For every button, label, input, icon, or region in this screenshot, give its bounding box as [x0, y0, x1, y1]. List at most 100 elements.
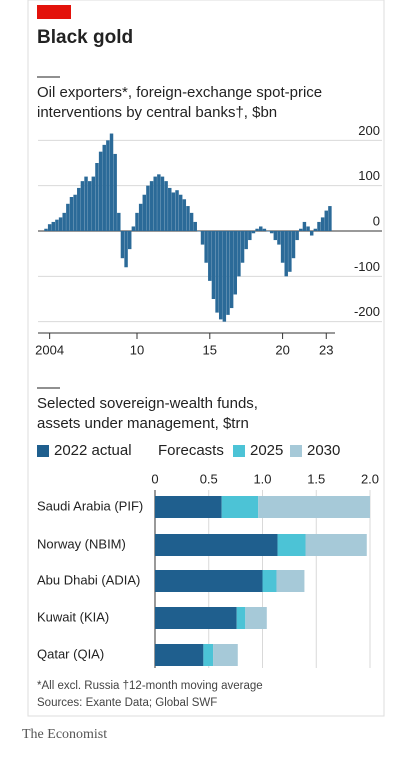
x-tick-label: 2.0: [361, 471, 379, 486]
bar: [266, 231, 270, 232]
bar: [98, 151, 103, 231]
bar: [229, 231, 234, 309]
x-tick-label: 1.5: [307, 471, 325, 486]
bar-segment: [305, 534, 367, 556]
x-tick-label: 0.5: [200, 471, 218, 486]
bar-segment: [258, 496, 370, 518]
y-tick-label: -200: [354, 304, 380, 319]
chart-title: assets under management, $trn: [37, 415, 249, 432]
category-label: Abu Dhabi (ADIA): [37, 572, 140, 587]
bar: [189, 212, 194, 231]
bar: [120, 231, 125, 259]
bar: [218, 231, 223, 320]
bar: [66, 203, 70, 231]
frame: [27, 0, 385, 717]
bar: [117, 212, 121, 231]
bar: [69, 197, 74, 231]
sources: Sources: Exante Data; Global SWF: [37, 697, 217, 709]
chart-title: Selected sovereign-wealth funds,: [37, 395, 258, 412]
bar: [95, 163, 99, 231]
bar: [138, 203, 143, 231]
bar: [146, 185, 150, 231]
bar: [44, 228, 48, 231]
y-tick-label: 100: [358, 168, 380, 183]
bar-segment: [221, 496, 259, 518]
bar: [149, 181, 154, 231]
bar: [313, 228, 318, 231]
bar: [237, 231, 241, 277]
y-tick-label: 200: [358, 123, 380, 138]
bar: [91, 176, 96, 231]
bar: [102, 144, 106, 231]
bar: [215, 231, 219, 313]
red-tab: [37, 5, 71, 19]
legend-swatch: [290, 445, 302, 457]
legend-swatch: [233, 445, 245, 457]
bar: [240, 231, 245, 263]
bar: [175, 190, 179, 231]
bar: [124, 231, 128, 268]
bar: [211, 231, 216, 299]
bar: [295, 231, 299, 241]
x-tick-label: 2004: [35, 342, 64, 357]
bar: [248, 231, 252, 241]
bar: [197, 231, 201, 232]
bar: [208, 231, 212, 281]
x-tick-label: 20: [275, 342, 289, 357]
legend-group-label: Forecasts: [158, 442, 224, 459]
bar-segment: [155, 644, 204, 666]
bar: [164, 181, 168, 231]
bar: [106, 140, 110, 231]
bar: [328, 206, 332, 231]
y-tick-label: 0: [373, 213, 380, 228]
category-label: Kuwait (KIA): [37, 609, 109, 624]
bar: [193, 221, 197, 231]
legend-label: 2030: [307, 442, 340, 459]
chart-title: interventions by central banks†, $bn: [37, 104, 277, 121]
bar: [222, 231, 227, 322]
bar: [77, 187, 81, 231]
category-label: Norway (NBIM): [37, 536, 126, 551]
bar: [324, 210, 328, 231]
bar: [204, 231, 208, 263]
bar: [200, 231, 205, 245]
brand: The Economist: [22, 727, 107, 742]
bar: [87, 181, 92, 231]
y-tick-label: -100: [354, 259, 380, 274]
bar: [131, 226, 136, 231]
chart-title: Oil exporters*, foreign-exchange spot-pr…: [37, 84, 322, 101]
bar-segment: [155, 496, 222, 518]
bar: [299, 228, 303, 231]
bar: [309, 231, 314, 236]
x-tick-label: 1.0: [253, 471, 271, 486]
header-title: Black gold: [37, 27, 133, 48]
category-label: Saudi Arabia (PIF): [37, 498, 143, 513]
bar-segment: [277, 534, 306, 556]
x-tick-label: 23: [319, 342, 333, 357]
footnote: *All excl. Russia †12-month moving avera…: [37, 680, 263, 692]
bar: [277, 231, 281, 245]
bar: [280, 231, 285, 263]
x-tick-label: 0: [151, 471, 158, 486]
bar-segment: [155, 607, 237, 629]
bar: [320, 217, 325, 231]
bar-segment: [203, 644, 214, 666]
bar-segment: [245, 607, 267, 629]
x-tick-label: 10: [130, 342, 144, 357]
bar: [135, 212, 139, 231]
bar: [291, 231, 296, 259]
bar-segment: [236, 607, 246, 629]
legend-label: 2025: [250, 442, 283, 459]
bar-segment: [155, 534, 278, 556]
bar: [288, 231, 292, 272]
bar: [251, 231, 256, 234]
bar: [273, 231, 278, 241]
bar: [244, 231, 248, 250]
bar: [73, 194, 77, 231]
legend-label: 2022 actual: [54, 442, 132, 459]
bar-segment: [276, 570, 305, 592]
bar: [306, 226, 310, 231]
bar: [51, 221, 56, 231]
bar: [178, 194, 183, 231]
bar: [55, 219, 59, 231]
